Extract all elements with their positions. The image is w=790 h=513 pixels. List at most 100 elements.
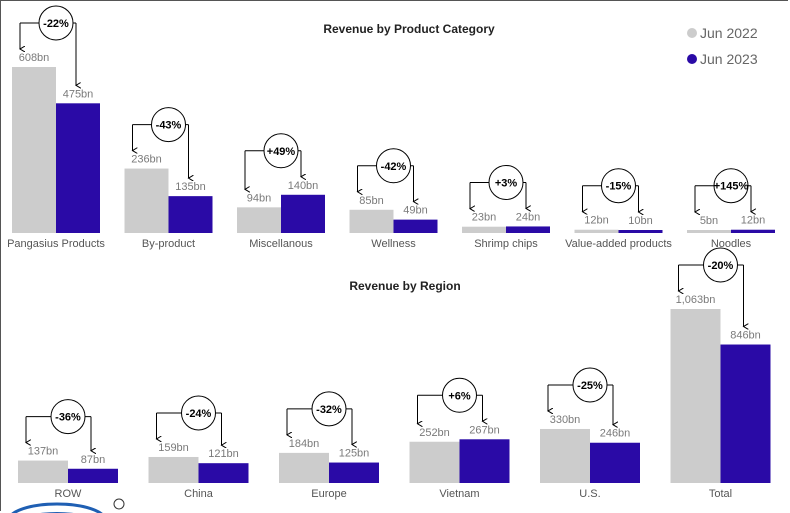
region-change-label: -20%: [708, 260, 734, 272]
region-value-label-2022: 1,063bn: [676, 294, 716, 306]
product-value-label-2023: 475bn: [63, 88, 94, 100]
product-bar-2023: [618, 230, 663, 233]
product-category-label: Value-added products: [565, 238, 672, 250]
product-bar-2023: [168, 196, 213, 233]
product-change-bubble: [713, 168, 749, 204]
product-bar-2022: [574, 229, 619, 233]
region-category-label: ROW: [55, 488, 83, 500]
product-category-label: By-product: [142, 238, 195, 250]
region-value-label-2022: 184bn: [289, 438, 320, 450]
legend: Jun 2022 Jun 2023: [687, 25, 758, 67]
region-category-label: China: [184, 488, 214, 500]
region-value-label-2023: 87bn: [81, 454, 105, 466]
product-value-label-2023: 49bn: [403, 205, 427, 217]
region-value-label-2023: 246bn: [600, 428, 631, 440]
region-change-label: -36%: [55, 412, 81, 424]
product-bar-2022: [462, 226, 506, 233]
region-value-label-2023: 125bn: [339, 448, 370, 460]
product-value-label-2022: 236bn: [131, 154, 162, 166]
region-change-bubble: [703, 247, 738, 283]
product-change-bubble: [38, 5, 74, 41]
product-value-label-2023: 10bn: [628, 215, 652, 227]
product-value-label-2022: 94bn: [247, 192, 271, 204]
product-value-label-2022: 608bn: [19, 52, 50, 64]
region-bar-2022: [18, 460, 68, 483]
region-bar-2023: [329, 462, 379, 483]
region-change-bubble: [50, 399, 86, 435]
product-change-label: +49%: [267, 146, 296, 158]
region-change-label: +6%: [448, 390, 471, 402]
product-chart-title: Revenue by Product Category: [323, 22, 495, 36]
product-bar-2022: [687, 230, 731, 233]
legend-label-2023: Jun 2023: [700, 51, 758, 67]
region-bar-2022: [670, 309, 721, 483]
product-change-bubble: [151, 107, 186, 143]
product-category-label: Miscellanous: [249, 238, 313, 250]
product-change-label: +145%: [714, 181, 749, 193]
legend-swatch-2022: [687, 28, 697, 38]
region-bar-2023: [459, 439, 510, 483]
product-change-label: +3%: [495, 177, 518, 189]
region-category-label: Vietnam: [439, 488, 479, 500]
product-change-bubble: [376, 148, 411, 184]
product-value-label-2022: 23bn: [472, 212, 496, 224]
region-bar-2022: [540, 428, 590, 483]
region-change-bubble: [181, 395, 216, 431]
product-value-label-2022: 5bn: [700, 215, 718, 227]
product-bar-2022: [12, 67, 56, 233]
product-change-label: -43%: [156, 120, 182, 132]
region-bar-2022: [148, 456, 199, 483]
region-value-label-2022: 159bn: [158, 442, 189, 454]
region-category-label: Total: [709, 488, 732, 500]
region-bar-2023: [720, 344, 771, 483]
region-bar-2023: [198, 463, 249, 483]
region-bar-2022: [409, 441, 460, 483]
region-change-label: -32%: [316, 404, 342, 416]
region-change-bubble: [311, 391, 347, 427]
region-change-label: -24%: [186, 408, 212, 420]
product-bar-2023: [506, 226, 550, 233]
product-change-label: -42%: [381, 161, 407, 173]
region-value-label-2022: 330bn: [550, 414, 581, 426]
region-category-label: Europe: [311, 488, 346, 500]
product-change-label: -15%: [606, 181, 632, 193]
product-change-bubble: [601, 168, 636, 204]
region-value-label-2023: 121bn: [208, 448, 239, 460]
region-bar-2023: [68, 468, 118, 483]
logo-ring: [11, 502, 103, 513]
region-bar-2023: [590, 442, 640, 483]
product-category-label: Wellness: [371, 238, 416, 250]
product-category-label: Noodles: [711, 238, 752, 250]
product-bar-2023: [56, 103, 100, 233]
region-value-label-2023: 267bn: [469, 424, 500, 436]
product-bar-2022: [124, 168, 169, 233]
region-chart: 137bn 87bn ROW -36% 159bn 121bn China -24% 184bn…: [18, 247, 771, 500]
region-change-bubble: [572, 367, 608, 403]
product-bar-2023: [281, 194, 325, 233]
region-change-bubble: [442, 377, 477, 413]
region-change-label: -25%: [577, 380, 603, 392]
region-value-label-2022: 137bn: [28, 446, 59, 458]
product-bar-2023: [393, 219, 438, 233]
product-value-label-2023: 135bn: [175, 181, 206, 193]
product-bar-2022: [349, 209, 394, 233]
product-change-label: -22%: [43, 18, 69, 30]
product-change-bubble: [263, 133, 299, 169]
region-chart-title: Revenue by Region: [349, 279, 460, 293]
legend-label-2022: Jun 2022: [700, 25, 758, 41]
product-category-label: Pangasius Products: [7, 238, 105, 250]
product-bar-2022: [237, 207, 281, 233]
region-value-label-2023: 846bn: [730, 330, 761, 342]
region-bar-2022: [279, 452, 329, 483]
product-value-label-2023: 12bn: [741, 215, 765, 227]
product-value-label-2022: 12bn: [584, 215, 608, 227]
product-category-chart: 608bn 475bn Pangasius Products -22% 236bn 135…: [7, 5, 775, 250]
product-category-label: Shrimp chips: [474, 238, 538, 250]
product-bar-2023: [731, 229, 775, 233]
registered-mark-icon: [113, 498, 125, 510]
product-value-label-2022: 85bn: [359, 195, 383, 207]
product-change-bubble: [488, 164, 524, 200]
region-category-label: U.S.: [579, 488, 600, 500]
